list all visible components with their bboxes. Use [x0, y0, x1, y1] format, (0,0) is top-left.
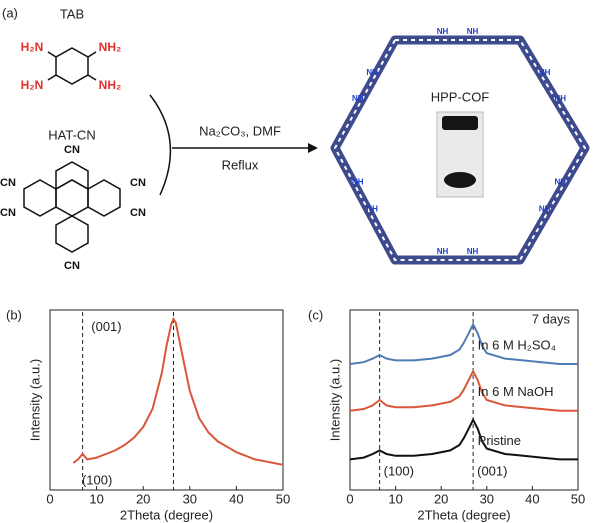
linker-label: NH: [437, 27, 449, 36]
annotation: (100): [82, 472, 112, 487]
linker-label: NH: [366, 68, 378, 77]
x-tick-label: 50: [571, 491, 585, 506]
conditions: Na₂CO₃, DMF: [199, 123, 281, 138]
linker-label: NH: [539, 68, 551, 77]
conditions: Reflux: [222, 157, 259, 172]
data-line: [349, 322, 578, 365]
amine: NH₂: [99, 40, 122, 54]
arrow-head: [308, 143, 318, 153]
x-tick-label: 30: [183, 491, 197, 506]
series-label: Pristine: [478, 433, 521, 448]
x-tick-label: 10: [89, 491, 103, 506]
linker-label: NH: [352, 94, 364, 103]
cyano: CN: [0, 207, 16, 219]
linker-label: NH: [467, 27, 479, 36]
annotation: (100): [384, 463, 414, 478]
monomer-name: HAT-CN: [48, 127, 95, 142]
cyano: CN: [0, 177, 16, 189]
cyano: CN: [130, 177, 146, 189]
linker-label: NH: [437, 247, 449, 256]
linker-label: NH: [366, 205, 378, 214]
series-label: In 6 M H₂SO₄: [478, 337, 556, 352]
x-axis-label: 2Theta (degree): [120, 507, 213, 522]
series-label: In 6 M NaOH: [478, 384, 554, 399]
x-tick-label: 20: [136, 491, 150, 506]
y-axis-label: Intensity (a.u.): [327, 359, 342, 441]
cyano: CN: [64, 144, 80, 156]
plot-frame: [49, 309, 284, 491]
x-tick-label: 40: [525, 491, 539, 506]
panel-label: (a): [2, 5, 18, 20]
x-tick-label: 0: [346, 491, 353, 506]
plot-frame: [349, 309, 579, 491]
y-axis-label: Intensity (a.u.): [27, 359, 42, 441]
x-tick-label: 10: [388, 491, 402, 506]
x-tick-label: 40: [229, 491, 243, 506]
cyano: CN: [64, 260, 80, 272]
linker-labels: NH NH NH NH NH NH NH NH NH NH NH NH: [352, 27, 566, 256]
cof-ring-inner: [333, 39, 587, 261]
monomer-name: TAB: [60, 6, 84, 21]
linker-label: NH: [352, 178, 364, 187]
product-name: HPP-COF: [431, 89, 490, 104]
x-tick-label: 20: [434, 491, 448, 506]
panel-label: (b): [6, 307, 22, 322]
vial: [436, 111, 484, 198]
amine: H₂N: [21, 40, 44, 54]
annotation: (001): [91, 319, 121, 334]
x-axis-label: 2Theta (degree): [417, 507, 510, 522]
cyano: CN: [130, 207, 146, 219]
linker-label: NH: [555, 94, 567, 103]
data-line: [349, 417, 578, 461]
x-tick-label: 30: [480, 491, 494, 506]
data-line: [72, 316, 284, 466]
linker-label: NH: [539, 205, 551, 214]
x-tick-label: 50: [276, 491, 290, 506]
x-tick-label: 0: [46, 491, 53, 506]
bracket: [149, 94, 172, 196]
linker-label: NH: [555, 178, 567, 187]
tab-structure: [47, 47, 97, 85]
data-line: [349, 368, 578, 412]
panel-label: (c): [308, 307, 323, 322]
linker-label: NH: [467, 247, 479, 256]
hatcn-structure: [23, 161, 121, 253]
amine: NH₂: [99, 78, 122, 92]
amine: H₂N: [21, 78, 44, 92]
annotation: (001): [477, 463, 507, 478]
annotation: 7 days: [532, 311, 571, 326]
